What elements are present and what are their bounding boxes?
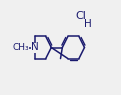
Text: CH₃: CH₃ [13,43,29,52]
Text: H: H [84,19,92,28]
Text: Cl: Cl [75,11,86,21]
Text: N: N [31,42,39,53]
